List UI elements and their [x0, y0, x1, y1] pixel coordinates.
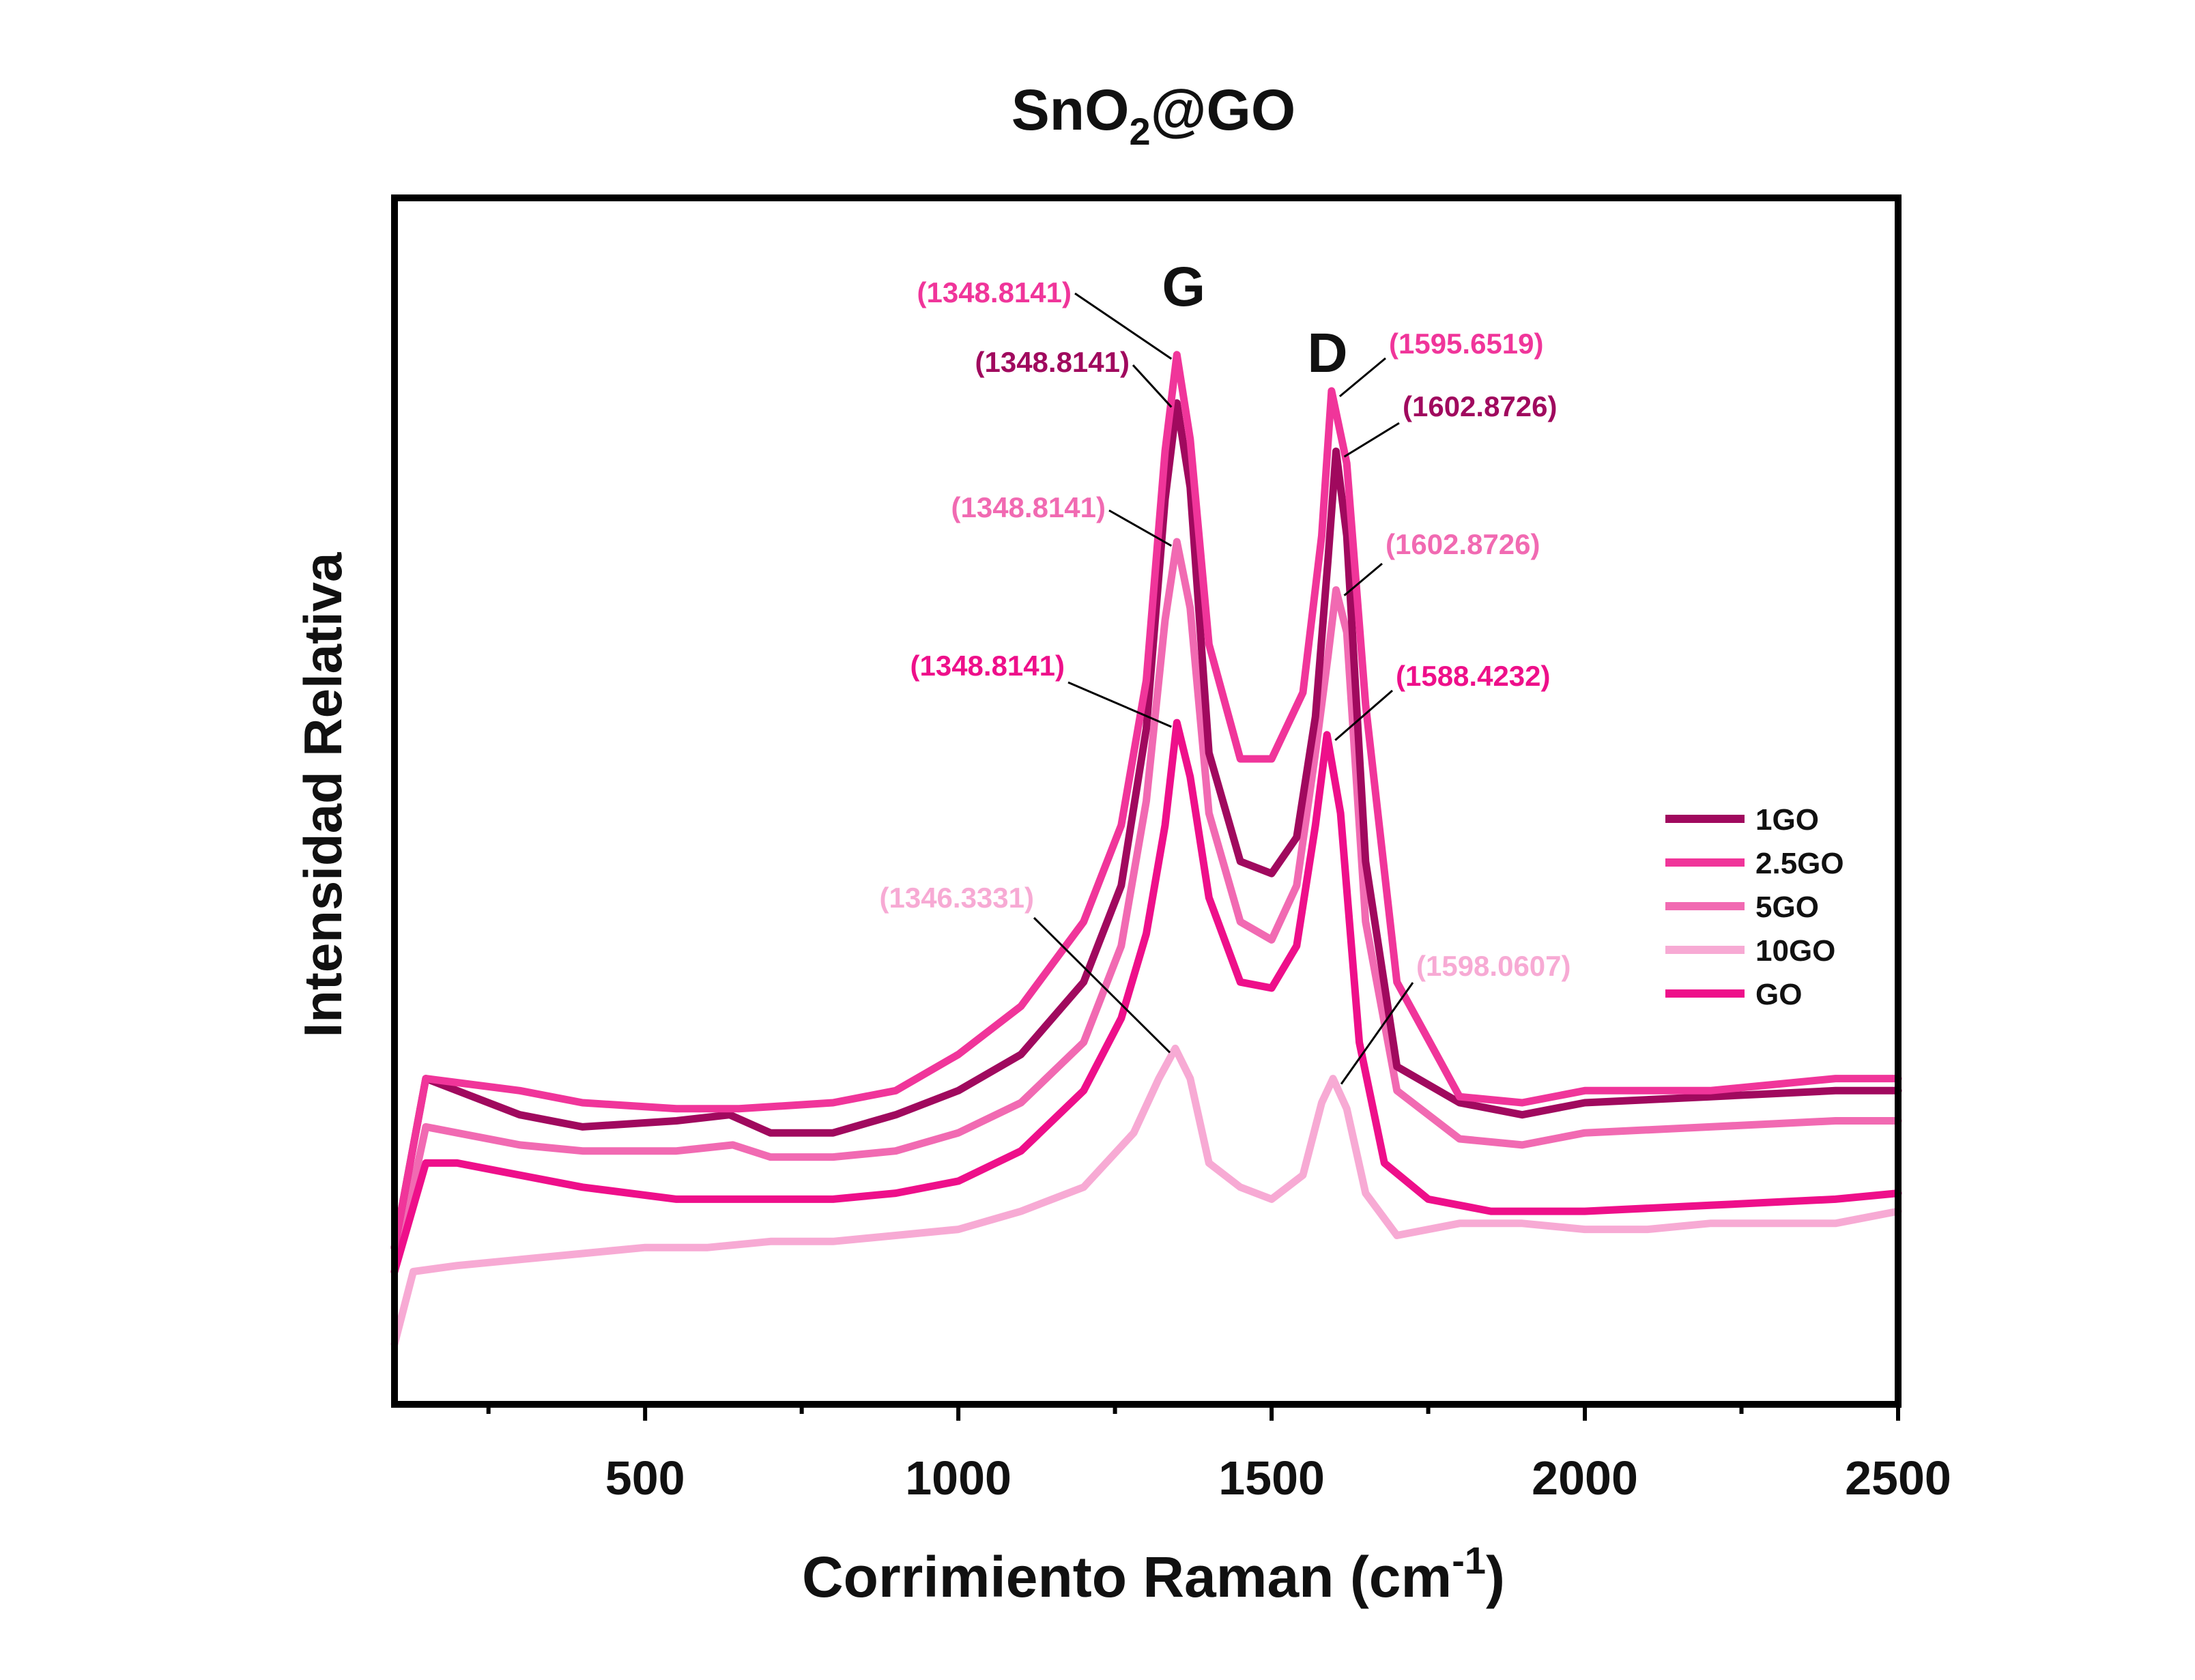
series-line-2_5GO [390, 351, 1902, 1251]
x-tick-label: 2000 [1532, 1451, 1638, 1505]
title-main: SnO [1012, 78, 1130, 142]
peak-annotation: (1346.3331) [879, 882, 1034, 914]
annotation-leader [1033, 916, 1171, 1054]
peak-annotation: (1598.0607) [1416, 950, 1571, 982]
peak-label-G: G [1162, 256, 1205, 318]
peak-annotation: (1602.8726) [1386, 528, 1540, 560]
annotation-leader [1132, 364, 1173, 408]
peak-annotation: (1588.4232) [1396, 660, 1551, 692]
series-layer [390, 351, 1902, 1348]
legend-label: GO [1755, 978, 1802, 1011]
peak-annotation: (1595.6519) [1389, 328, 1544, 360]
annotation-leader [1340, 982, 1414, 1085]
series-line-5GO [390, 538, 1902, 1275]
peak-label-D: D [1307, 322, 1347, 384]
peak-annotation: (1602.8726) [1403, 390, 1558, 422]
legend: 1GO 2.5GO 5GO 10GO GO [1665, 803, 1844, 1011]
peak-annotation: (1348.8141) [917, 276, 1072, 308]
plot-frame [391, 194, 1902, 1408]
x-axis-label-main: Corrimiento Raman (cm [802, 1545, 1452, 1609]
annotation-leader [1334, 689, 1393, 741]
annotation-leader [1074, 292, 1173, 360]
peak-annotation: (1348.8141) [975, 346, 1130, 378]
x-tick-label: 1500 [1218, 1451, 1325, 1505]
x-tick-layer: 500 1000 1500 2000 2500 [486, 1404, 1951, 1505]
peak-annotation: (1348.8141) [910, 650, 1065, 682]
legend-label: 10GO [1755, 934, 1835, 968]
x-axis-label: Corrimiento Raman (cm-1) [802, 1539, 1505, 1609]
title-rest: @GO [1151, 78, 1296, 142]
annotation-leader [1343, 562, 1383, 596]
series-line-GO [390, 719, 1902, 1275]
peak-annotation: (1348.8141) [951, 491, 1106, 523]
series-line-1GO [390, 399, 1902, 1251]
legend-label: 1GO [1755, 803, 1819, 837]
legend-label: 5GO [1755, 890, 1819, 924]
x-tick-label: 1000 [905, 1451, 1012, 1505]
annotation-leader [1338, 357, 1386, 398]
peak-label-layer: GD [1162, 256, 1347, 384]
title-subscript: 2 [1129, 110, 1150, 153]
annotation-leader [1343, 422, 1400, 458]
x-axis-label-superscript: -1 [1452, 1539, 1486, 1582]
x-tick-label: 500 [605, 1451, 685, 1505]
annotation-leader [1108, 509, 1173, 547]
series-line-10GO [390, 1044, 1902, 1348]
annotation-leader [1067, 681, 1172, 728]
chart-title: SnO2@GO [1012, 78, 1295, 153]
legend-label: 2.5GO [1755, 847, 1844, 880]
x-axis-label-end: ) [1486, 1545, 1505, 1609]
x-tick-label: 2500 [1845, 1451, 1951, 1505]
y-axis-label: Intensidad Relativa [293, 552, 353, 1037]
annotation-layer: (1348.8141) (1348.8141) (1348.8141) (1348.8… [879, 276, 1571, 1085]
